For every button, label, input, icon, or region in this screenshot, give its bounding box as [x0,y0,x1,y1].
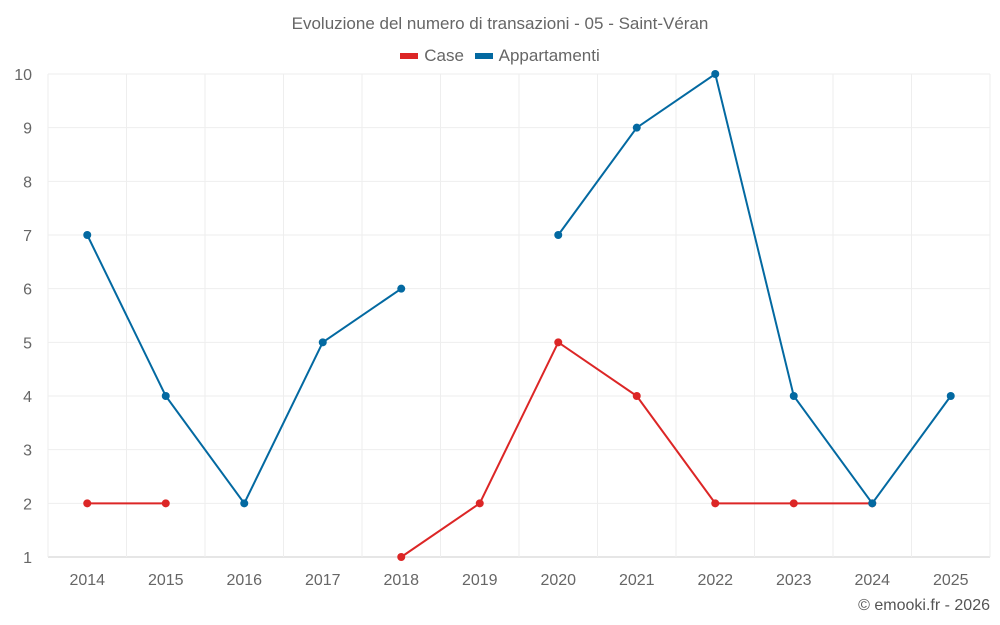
y-tick-label: 6 [23,282,32,299]
data-point-appartamenti [632,123,641,132]
data-point-case [632,392,641,400]
y-tick-label: 1 [23,550,32,567]
x-tick-label: 2017 [305,572,341,589]
data-point-case [161,499,170,508]
y-tick-label: 3 [23,443,32,460]
data-point-case [789,499,798,508]
x-tick-label: 2019 [462,572,498,589]
legend-swatch-case [400,53,419,59]
legend-item-appartamenti[interactable]: Appartamenti [474,46,600,66]
series-line-appartamenti [557,72,952,506]
data-point-appartamenti [554,231,563,239]
x-tick-label: 2025 [933,572,969,589]
data-point-appartamenti [946,392,955,400]
x-tick-label: 2022 [697,572,733,589]
legend-item-case[interactable]: Case [400,46,464,66]
y-tick-label: 8 [23,174,32,191]
data-point-appartamenti [318,338,327,347]
data-point-appartamenti [83,231,92,239]
data-point-appartamenti [161,392,170,400]
x-tick-label: 2020 [540,572,576,589]
data-point-appartamenti [711,70,720,78]
data-point-appartamenti [397,284,406,293]
x-tick-label: 2023 [776,572,812,589]
y-tick-label: 5 [23,335,32,352]
data-point-case [554,338,563,347]
data-point-case [83,499,92,508]
legend-label-appartamenti: Appartamenti [498,46,600,65]
legend: Case Appartamenti [0,44,1000,66]
x-tick-label: 2021 [619,572,655,589]
data-point-appartamenti [868,499,877,508]
y-tick-label: 10 [14,67,32,84]
y-tick-label: 4 [23,389,32,406]
data-point-appartamenti [789,392,798,400]
series-line-appartamenti [86,234,402,506]
y-tick-label: 7 [23,228,32,245]
data-point-case [397,553,406,561]
y-tick-label: 9 [23,121,32,138]
x-tick-label: 2016 [226,572,262,589]
legend-label-case: Case [424,46,464,65]
y-tick-label: 2 [23,496,32,513]
data-point-case [711,499,720,508]
x-tick-label: 2018 [383,572,419,589]
x-tick-label: 2014 [69,572,105,589]
credit: © emooki.fr - 2026 [858,597,990,614]
data-point-appartamenti [240,499,249,508]
chart-title: Evoluzione del numero di transazioni - 0… [291,14,709,33]
data-point-case [475,499,484,508]
legend-swatch-appartamenti [474,53,493,59]
x-tick-label: 2024 [854,572,890,589]
x-tick-label: 2015 [148,572,184,589]
